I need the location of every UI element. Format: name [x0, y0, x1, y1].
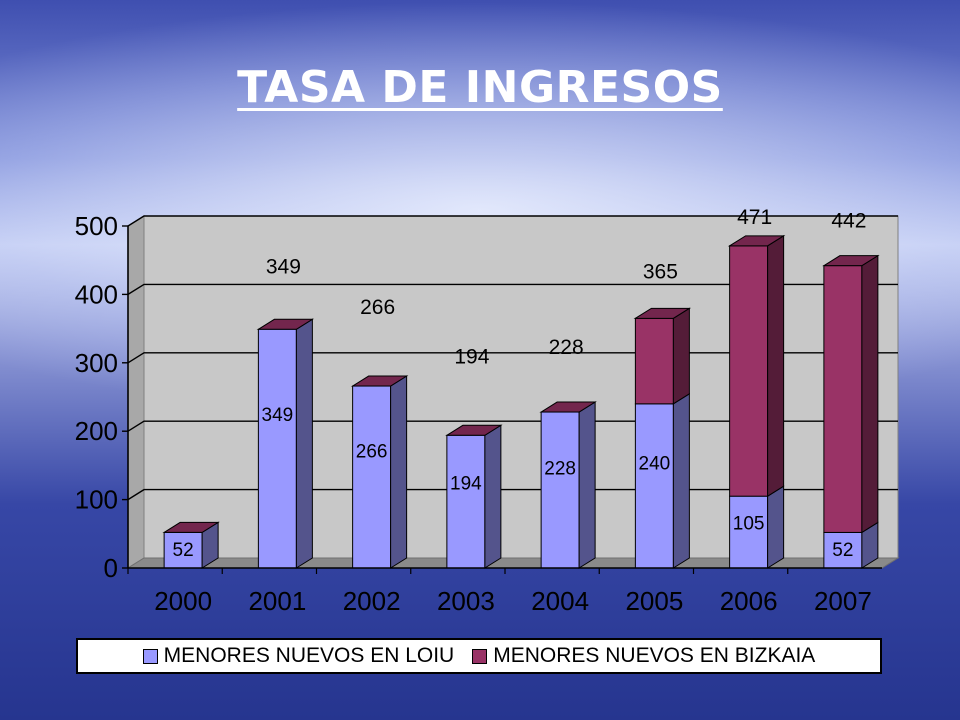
bar-side-2002-series-0 — [390, 375, 408, 569]
bar-top-2007 — [822, 255, 880, 267]
bar-2004-series-0 — [540, 411, 580, 569]
data-labels: 52 349 349 266 266 194 194 228 228 240 365 105 471 52… — [173, 206, 867, 561]
bar-side-2005-series-1 — [672, 307, 690, 405]
y-tick-label-100: 100 — [75, 485, 118, 515]
y-axis: 0 100 200 300 400 500 — [75, 211, 129, 583]
legend-label-bizkaia: MENORES NUEVOS EN BIZKAIA — [493, 644, 816, 667]
total-label-2006: 471 — [737, 206, 772, 229]
y-tick-label-0: 0 — [104, 553, 118, 583]
total-label-2005: 365 — [643, 260, 678, 283]
gridline-400 — [127, 283, 898, 295]
bar-2005-series-0 — [634, 403, 674, 569]
plot-side-wall — [127, 215, 145, 569]
x-tick-label-2004: 2004 — [531, 586, 589, 616]
bar-side-2005-series-0 — [672, 392, 690, 569]
legend-item-loiu: MENORES NUEVOS EN LOIU — [142, 644, 455, 668]
bar-group-2004 — [539, 401, 597, 569]
bar-top-2004 — [539, 401, 597, 413]
legend-swatch-bizkaia — [472, 648, 488, 664]
y-tick-label-300: 300 — [75, 348, 118, 378]
inside-label-2004: 228 — [544, 459, 576, 480]
legend-swatch-loiu — [142, 648, 158, 664]
inside-label-2006: 105 — [733, 513, 765, 534]
bar-top-2000 — [162, 521, 220, 533]
bar-group-2005 — [633, 307, 692, 569]
total-label-2007: 442 — [831, 210, 866, 233]
bar-top-2006 — [727, 235, 786, 247]
bar-2001-series-0 — [257, 328, 297, 569]
bar-side-2004-series-0 — [578, 401, 596, 569]
bar-side-2001-series-0 — [295, 318, 313, 569]
slide-title: TASA DE INGRESOS — [237, 62, 723, 113]
inside-label-2000: 52 — [173, 540, 194, 561]
bar-2006-series-1 — [729, 245, 769, 497]
y-tick-label-200: 200 — [75, 416, 118, 446]
bar-2000-series-0 — [163, 531, 203, 569]
bar-top-2005 — [633, 307, 692, 319]
inside-label-2003: 194 — [450, 474, 482, 495]
legend-item-bizkaia: MENORES NUEVOS EN BIZKAIA — [472, 644, 815, 668]
bar-group-2000 — [162, 521, 220, 569]
gridline-500 — [127, 215, 898, 227]
bar-top-2003 — [445, 424, 503, 436]
total-label-2004: 228 — [549, 336, 584, 359]
x-tick-label-2002: 2002 — [343, 586, 401, 616]
y-tick-label-400: 400 — [75, 279, 118, 309]
total-label-2003: 194 — [454, 345, 489, 368]
bars — [162, 234, 880, 569]
bar-2007-series-1 — [823, 265, 863, 533]
bar-2003-series-0 — [446, 434, 486, 569]
inside-label-2007: 52 — [832, 540, 853, 561]
legend-label-loiu: MENORES NUEVOS EN LOIU — [163, 644, 455, 667]
bar-group-2003 — [445, 424, 503, 569]
x-axis: 2000 2001 2002 2003 2004 2005 2006 2007 — [127, 567, 882, 616]
total-label-2001: 349 — [266, 255, 301, 278]
x-tick-label-2001: 2001 — [248, 586, 306, 616]
inside-label-2005: 240 — [639, 453, 671, 474]
bar-side-2007-series-1 — [861, 254, 879, 534]
inside-label-2001: 349 — [262, 405, 294, 426]
bar-group-2001 — [256, 318, 315, 569]
plot-floor — [126, 557, 900, 569]
inside-label-2002: 266 — [356, 442, 388, 463]
bar-2005-series-1 — [634, 317, 674, 405]
legend: MENORES NUEVOS EN LOIU MENORES NUEVOS EN… — [76, 638, 882, 674]
plot-back-wall — [143, 215, 899, 559]
bar-group-2006 — [727, 234, 786, 569]
x-tick-label-2003: 2003 — [437, 586, 495, 616]
total-label-2002: 266 — [360, 296, 395, 319]
bar-side-2006-series-0 — [767, 485, 785, 569]
bar-2002-series-0 — [352, 385, 392, 569]
x-tick-label-2006: 2006 — [720, 586, 778, 616]
x-tick-label-2005: 2005 — [625, 586, 683, 616]
y-tick-label-500: 500 — [75, 211, 118, 241]
x-tick-label-2007: 2007 — [814, 586, 872, 616]
bar-group-2002 — [350, 375, 409, 569]
bar-side-2006-series-1 — [767, 234, 785, 498]
bar-top-2001 — [256, 318, 315, 330]
x-tick-label-2000: 2000 — [154, 586, 212, 616]
bar-group-2007 — [822, 254, 880, 569]
bar-top-2002 — [350, 375, 409, 387]
bar-side-2003-series-0 — [484, 424, 502, 569]
